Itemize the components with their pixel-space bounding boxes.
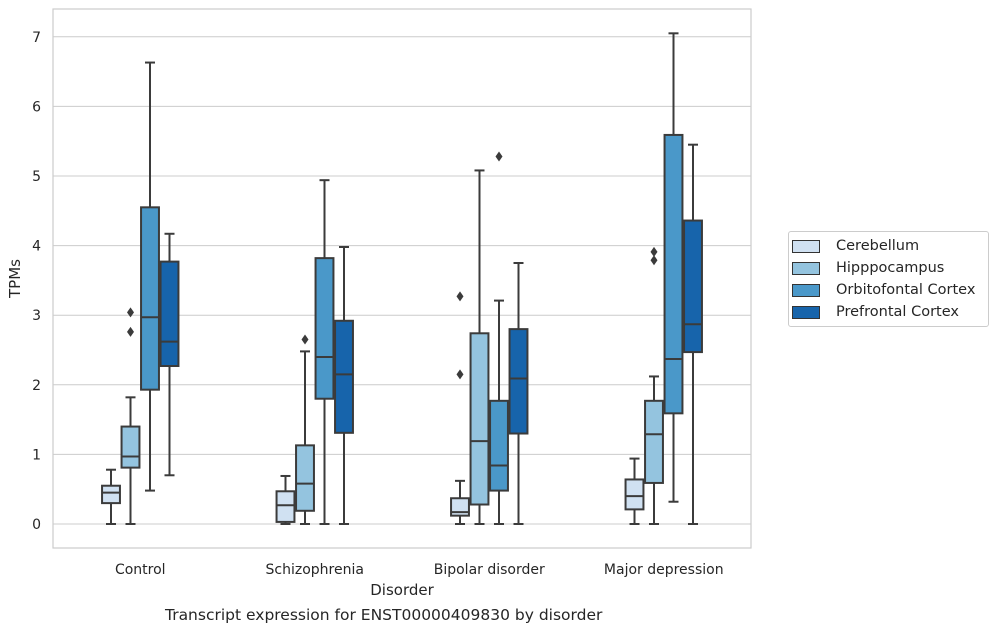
plot-frame — [52, 8, 752, 549]
x-tick-label-bipolar-disorder: Bipolar disorder — [434, 562, 545, 578]
outlier-hipppocampus-major-depression-0 — [650, 255, 658, 266]
legend-item-orbitofontal-cortex: Orbitofontal Cortex — [792, 280, 975, 300]
outlier-cerebellum-bipolar-disorder-1 — [456, 291, 464, 302]
box-cerebellum-control — [101, 484, 121, 505]
legend-swatch-orbitofontal-cortex — [792, 283, 820, 297]
y-axis-label: TPMs — [6, 259, 24, 299]
y-tick-label-0: 0 — [32, 517, 41, 533]
x-axis-label: Disorder — [370, 581, 434, 599]
x-tick-label-schizophrenia: Schizophrenia — [266, 562, 364, 578]
category-group-bipolar-disorder — [450, 151, 529, 525]
legend-label-cerebellum: Cerebellum — [836, 238, 920, 254]
legend-label-hipppocampus: Hipppocampus — [836, 260, 945, 276]
y-tick-label-4: 4 — [32, 239, 41, 255]
box-orbitofontal-cortex-bipolar-disorder — [489, 399, 509, 492]
box-cerebellum-major-depression — [624, 478, 645, 511]
legend-item-cerebellum: Cerebellum — [792, 236, 919, 256]
box-prefrontal-cortex-major-depression — [683, 219, 703, 354]
chart-caption: Transcript expression for ENST0000040983… — [165, 606, 603, 624]
y-tick-label-1: 1 — [32, 447, 41, 463]
legend-label-prefrontal-cortex: Prefrontal Cortex — [836, 304, 959, 320]
box-hipppocampus-bipolar-disorder — [469, 332, 490, 506]
legend-item-prefrontal-cortex: Prefrontal Cortex — [792, 302, 959, 322]
outlier-orbitofontal-cortex-bipolar-disorder-0 — [495, 151, 503, 162]
category-group-control — [101, 61, 180, 525]
box-prefrontal-cortex-control — [159, 260, 180, 368]
legend-item-hipppocampus: Hipppocampus — [792, 258, 944, 278]
x-tick-label-control: Control — [115, 562, 166, 578]
outlier-hipppocampus-major-depression-1 — [650, 246, 658, 257]
box-orbitofontal-cortex-major-depression — [663, 133, 684, 415]
x-tick-label-major-depression: Major depression — [604, 562, 724, 578]
y-tick-label-7: 7 — [32, 30, 41, 46]
y-tick-label-2: 2 — [32, 378, 41, 394]
box-prefrontal-cortex-bipolar-disorder — [508, 328, 529, 435]
y-tick-label-6: 6 — [32, 99, 41, 115]
outlier-hipppocampus-schizophrenia-0 — [301, 334, 309, 345]
legend-swatch-prefrontal-cortex — [792, 305, 820, 319]
category-group-schizophrenia — [275, 179, 354, 525]
y-tick-label-3: 3 — [32, 308, 41, 324]
outlier-hipppocampus-control-0 — [127, 326, 134, 337]
box-hipppocampus-control — [120, 425, 141, 469]
box-hipppocampus-schizophrenia — [295, 444, 315, 512]
outlier-hipppocampus-control-1 — [127, 307, 134, 318]
legend-label-orbitofontal-cortex: Orbitofontal Cortex — [836, 282, 976, 298]
box-cerebellum-schizophrenia — [275, 490, 296, 523]
legend-swatch-cerebellum — [792, 239, 820, 253]
box-orbitofontal-cortex-control — [140, 206, 160, 391]
outlier-cerebellum-bipolar-disorder-0 — [456, 369, 464, 380]
y-tick-label-5: 5 — [32, 169, 41, 185]
legend-swatch-hipppocampus — [792, 261, 820, 275]
box-orbitofontal-cortex-schizophrenia — [314, 257, 335, 400]
box-hipppocampus-major-depression — [644, 399, 664, 484]
legend: Cerebellum Hipppocampus Orbitofontal Cor… — [788, 231, 989, 327]
box-prefrontal-cortex-schizophrenia — [334, 319, 354, 434]
category-group-major-depression — [624, 32, 703, 525]
